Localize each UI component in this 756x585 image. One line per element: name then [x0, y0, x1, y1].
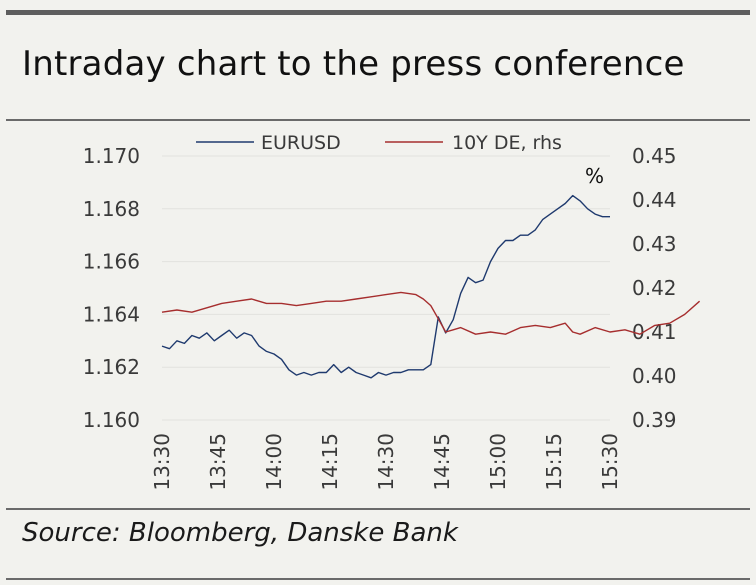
left-tick-label: 1.164: [83, 302, 140, 326]
right-tick-label: 0.43: [632, 232, 677, 256]
legend-label-0: EURUSD: [261, 132, 341, 154]
right-tick-label: 0.41: [632, 320, 677, 344]
title-divider: [6, 119, 750, 121]
left-tick-label: 1.170: [83, 144, 140, 168]
bottom-rule: [6, 578, 750, 580]
right-tick-label: 0.42: [632, 276, 677, 300]
top-rule: [6, 10, 750, 15]
x-tick-label: 15:00: [486, 433, 510, 491]
unit-label: %: [585, 164, 604, 188]
x-tick-label: 13:45: [206, 433, 230, 491]
chart-title: Intraday chart to the press conference: [22, 44, 685, 84]
x-tick-label: 15:15: [542, 433, 566, 491]
left-tick-label: 1.160: [83, 408, 140, 432]
x-tick-label: 14:00: [262, 433, 286, 491]
right-tick-label: 0.44: [632, 188, 677, 212]
x-tick-label: 14:15: [318, 433, 342, 491]
left-tick-label: 1.168: [83, 197, 140, 221]
series-line-eurusd: [161, 194, 610, 379]
legend-label-1: 10Y DE, rhs: [452, 132, 562, 154]
right-tick-label: 0.40: [632, 364, 677, 388]
x-tick-label: 14:30: [374, 433, 398, 491]
source-divider: [6, 508, 750, 510]
right-tick-label: 0.45: [632, 144, 677, 168]
left-tick-label: 1.162: [83, 355, 140, 379]
left-tick-label: 1.166: [83, 250, 140, 274]
x-tick-label: 15:30: [598, 433, 622, 491]
right-tick-label: 0.39: [632, 408, 677, 432]
x-tick-label: 14:45: [430, 433, 454, 491]
series-line-10y-de-rhs: [161, 291, 701, 335]
source-note: Source: Bloomberg, Danske Bank: [22, 518, 458, 548]
x-tick-label: 13:30: [150, 433, 174, 491]
